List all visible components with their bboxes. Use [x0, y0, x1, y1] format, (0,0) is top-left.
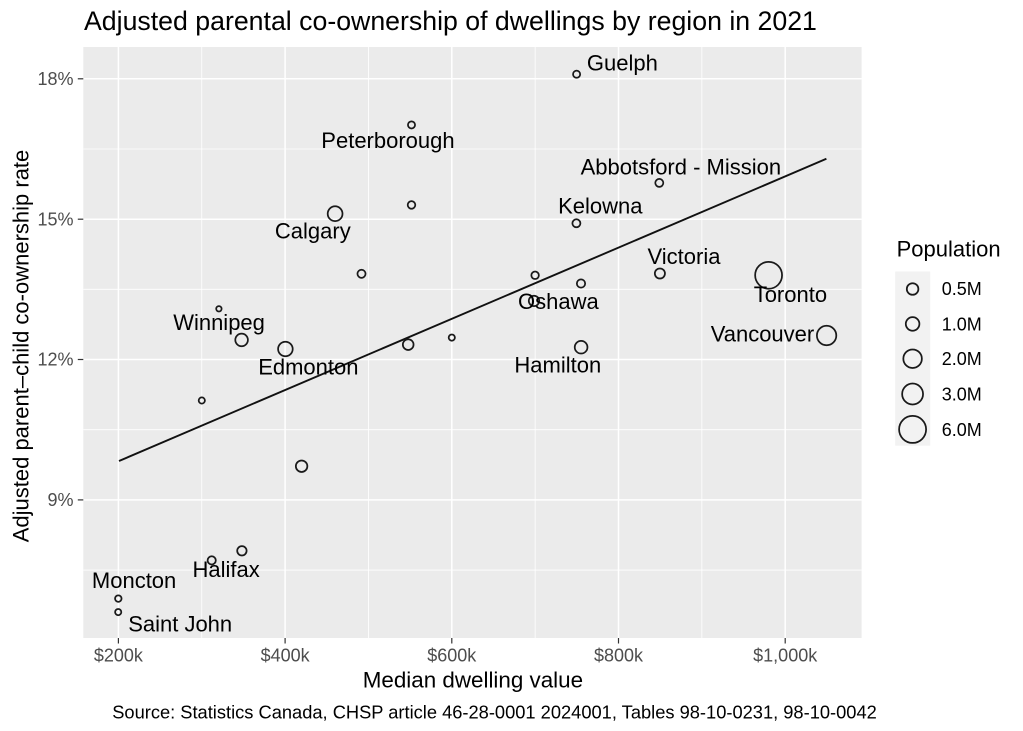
svg-text:Halifax: Halifax — [193, 557, 260, 582]
svg-text:18%: 18% — [37, 69, 73, 89]
svg-text:Guelph: Guelph — [587, 51, 658, 76]
svg-text:$600k: $600k — [427, 646, 477, 666]
svg-text:1.0M: 1.0M — [942, 314, 982, 334]
svg-text:$400k: $400k — [261, 646, 311, 666]
svg-text:$200k: $200k — [94, 646, 144, 666]
svg-text:Winnipeg: Winnipeg — [173, 310, 265, 335]
svg-text:6.0M: 6.0M — [942, 420, 982, 440]
svg-text:$1,000k: $1,000k — [753, 646, 818, 666]
svg-text:Saint John: Saint John — [128, 612, 232, 637]
svg-text:Abbotsford - Mission: Abbotsford - Mission — [581, 155, 782, 180]
svg-text:Source: Statistics Canada, CHS: Source: Statistics Canada, CHSP article … — [112, 702, 877, 723]
svg-text:15%: 15% — [37, 209, 73, 229]
svg-text:Oshawa: Oshawa — [518, 289, 599, 314]
svg-text:Adjusted parent–child co-owner: Adjusted parent–child co-ownership rate — [9, 150, 34, 543]
svg-text:Calgary: Calgary — [275, 218, 351, 243]
svg-text:Adjusted parental co-ownership: Adjusted parental co-ownership of dwelli… — [84, 6, 817, 36]
svg-text:Vancouver: Vancouver — [711, 321, 815, 346]
svg-text:Population: Population — [897, 237, 1001, 262]
svg-text:$800k: $800k — [594, 646, 644, 666]
svg-text:Hamilton: Hamilton — [514, 352, 601, 377]
svg-text:Kelowna: Kelowna — [558, 194, 643, 219]
svg-text:Median dwelling value: Median dwelling value — [363, 668, 583, 693]
svg-text:2.0M: 2.0M — [942, 349, 982, 369]
svg-text:Victoria: Victoria — [648, 244, 722, 269]
svg-text:12%: 12% — [37, 350, 73, 370]
svg-text:Moncton: Moncton — [92, 568, 176, 593]
svg-text:Peterborough: Peterborough — [321, 128, 454, 153]
svg-text:9%: 9% — [47, 490, 73, 510]
svg-text:Toronto: Toronto — [754, 282, 827, 307]
svg-text:Edmonton: Edmonton — [258, 354, 358, 379]
svg-text:3.0M: 3.0M — [942, 385, 982, 405]
svg-text:0.5M: 0.5M — [942, 279, 982, 299]
